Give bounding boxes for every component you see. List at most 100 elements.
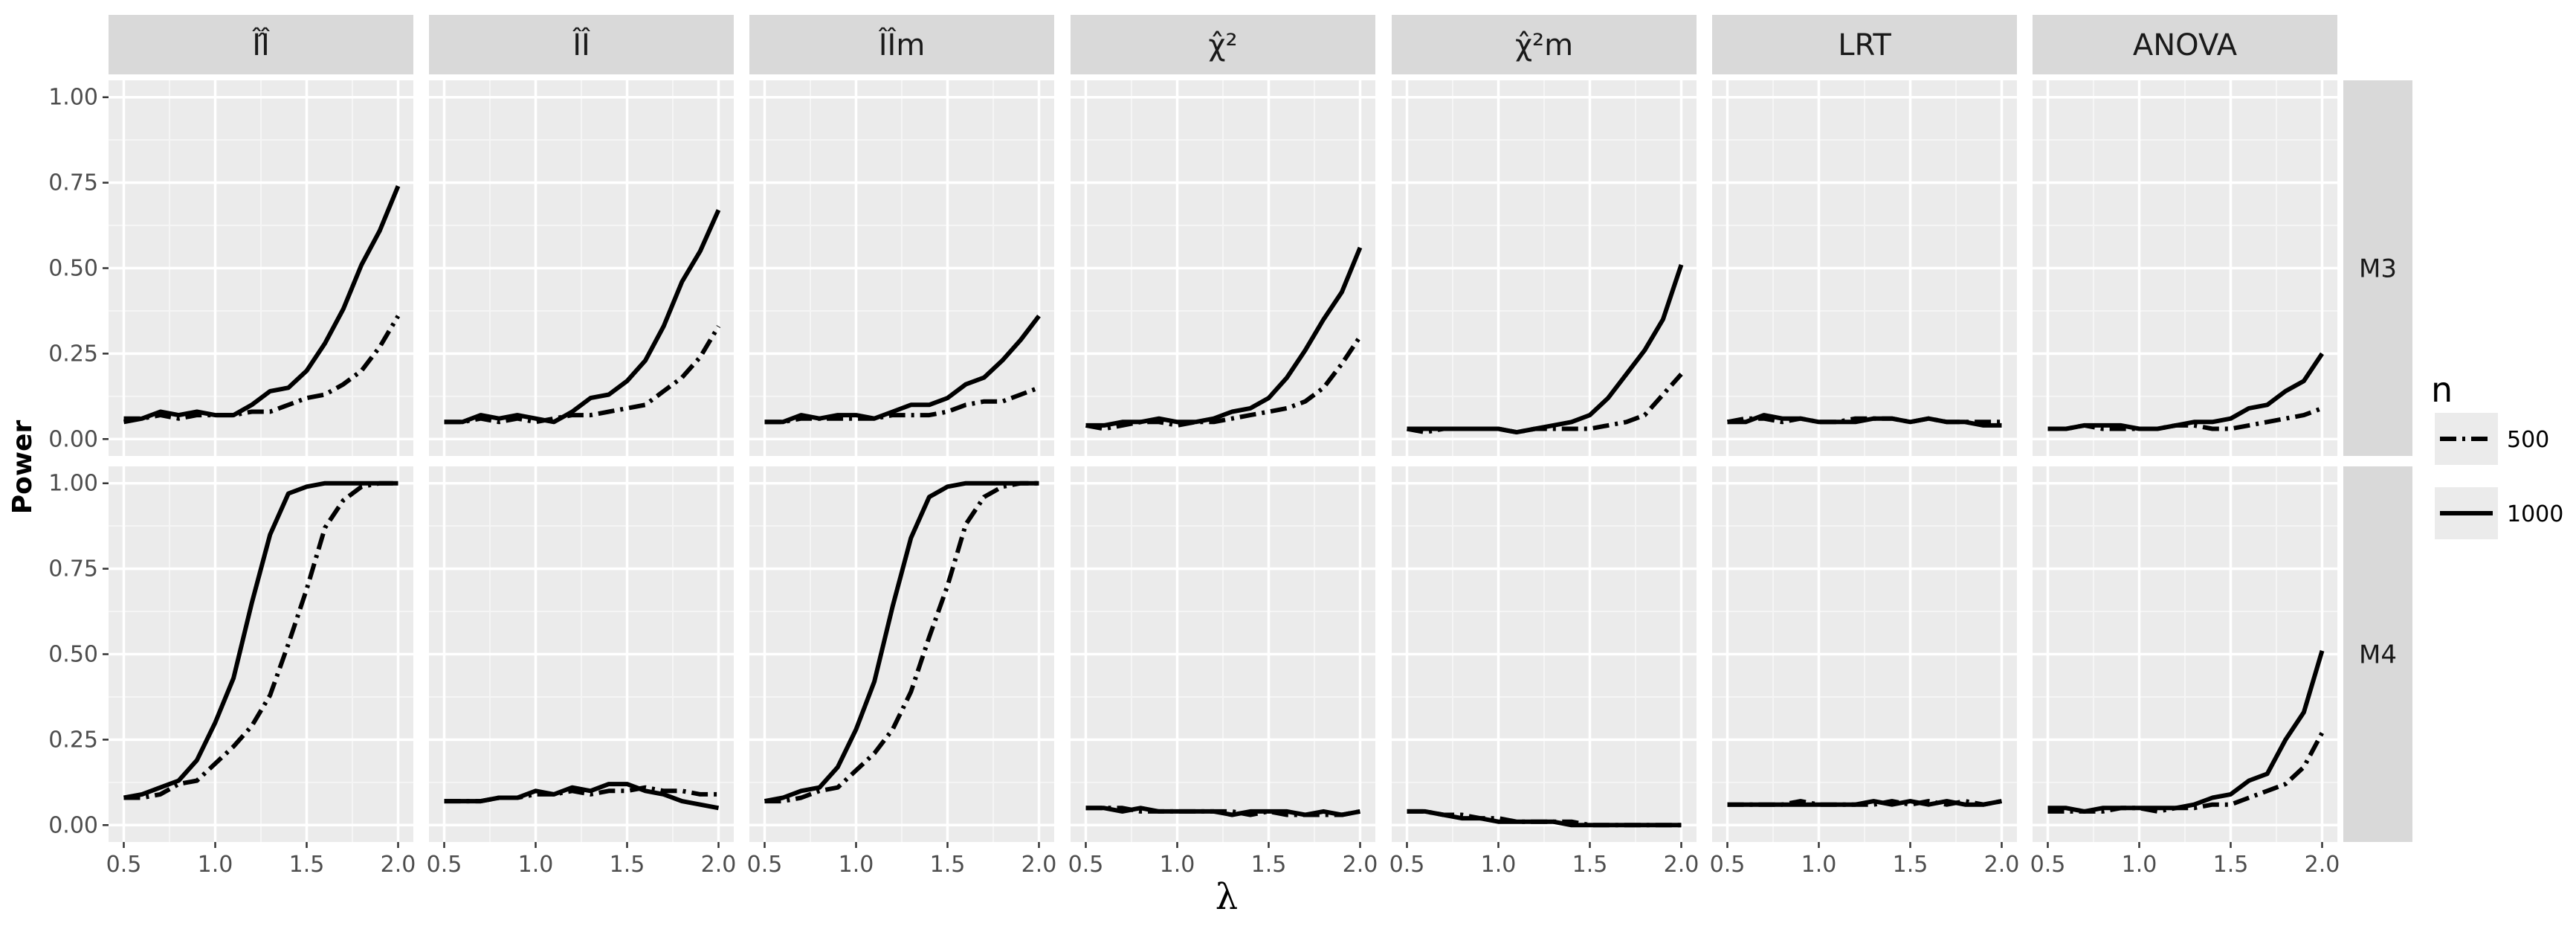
column-strip [1071,15,1375,74]
y-tick-label: 1.00 [48,85,98,111]
series-line-n1000 [1085,246,1363,428]
x-axes: 0.5 1.0 1.5 2.0 0.5 1.0 1.5 2.0 0.5 1.0 1.5 2.0 0.5 1… [106,842,2340,878]
series-line-n500 [123,481,398,800]
column-strip-label: ÎÎ̂ [251,27,270,62]
series-line-n1000 [1727,413,2002,428]
y-tick-label: 0.50 [48,256,98,282]
panel [2033,466,2337,842]
x-tick-label: 0.5 [2030,852,2066,878]
series-line-n1000 [764,481,1039,804]
column-strip-label: χ̂²m [1515,28,1573,62]
series-line-n1000 [1407,809,1682,828]
x-tick-label: 1.5 [610,852,645,878]
x-tick-label: 2.0 [1984,852,2020,878]
x-tick-label: 1.5 [289,852,325,878]
x-tick-label: 0.5 [1389,852,1425,878]
x-tick-label: 0.5 [427,852,462,878]
y-tick-label: 0.00 [48,426,98,452]
x-tick-label: 1.0 [198,852,233,878]
x-tick-label: 1.5 [2213,852,2249,878]
row-strip [2343,80,2412,456]
x-tick-label: 2.0 [381,852,416,878]
series-line-n1000 [1407,263,1684,435]
y-tick-label: 0.50 [48,642,98,668]
series-line-n1000 [444,782,720,811]
series-line-n1000 [764,314,1041,425]
series-line-n1000 [444,209,721,425]
y-tick-label: 0.00 [48,812,98,838]
column-strip-label: ANOVA [2133,28,2238,62]
legend-title: n [2431,370,2453,410]
y-tick-label: 0.75 [48,556,98,582]
panel [429,466,734,842]
column-strip-label: ÎÎm [878,27,926,62]
series-line-n500 [123,315,401,421]
x-tick-label: 1.0 [1801,852,1837,878]
x-axis-title: λ [1216,876,1238,918]
x-tick-label: 1.5 [930,852,966,878]
x-tick-label: 1.0 [1160,852,1195,878]
panel [109,80,413,456]
panels [109,80,2337,842]
series-line-n1000 [123,185,401,425]
x-tick-label: 2.0 [701,852,737,878]
series-line-n1000 [1085,806,1361,817]
panel [749,80,1054,456]
series-line-n1000 [2047,352,2324,431]
legend-label-500: 500 [2507,427,2549,453]
x-tick-label: 0.5 [747,852,783,878]
x-tick-label: 1.0 [2122,852,2157,878]
x-tick-label: 2.0 [1021,852,1057,878]
panel [1071,466,1375,842]
x-tick-label: 1.0 [518,852,554,878]
x-tick-label: 2.0 [1343,852,1378,878]
column-strip-label: χ̂² [1208,28,1237,62]
x-tick-label: 1.5 [1893,852,1928,878]
panel [1392,80,1697,456]
y-tick-label: 1.00 [48,471,98,497]
row-strip-label: M3 [2359,254,2397,284]
panel [1392,466,1697,842]
x-tick-label: 1.0 [1481,852,1517,878]
y-axis-title: Power [7,420,38,514]
row-strip-label: M4 [2359,640,2397,670]
x-tick-label: 1.0 [839,852,874,878]
panel [1712,466,2017,842]
panel [109,466,413,842]
y-axes: 0.00 0.25 0.50 0.75 1.00 0.00 0.25 0.50 0.75 1.00 [48,85,109,838]
column-strip [1392,15,1697,74]
column-strip-label: LRT [1838,28,1891,62]
series-line-n1000 [2047,650,2325,814]
column-strip [1712,15,2017,74]
series-line-n500 [764,481,1039,804]
y-tick-label: 0.25 [48,341,98,367]
x-tick-label: 1.5 [1572,852,1608,878]
x-tick-label: 1.5 [1251,852,1287,878]
series-line-n500 [444,325,721,425]
series-line-n1000 [123,481,398,800]
column-strips: ÎÎ̂ ÎÎ ÎÎm χ̂² χ̂²m LRT ANOVA [109,15,2337,74]
column-strip [749,15,1054,74]
x-tick-label: 0.5 [1068,852,1104,878]
legend: n 500 1000 [2431,370,2563,539]
row-strips: M3 M4 [2343,80,2412,842]
y-tick-label: 0.25 [48,727,98,753]
legend-label-1000: 1000 [2507,501,2563,527]
y-tick-label: 0.75 [48,170,98,196]
column-strip [109,15,413,74]
panel [1712,80,2017,456]
x-tick-label: 0.5 [1710,852,1746,878]
row-strip [2343,466,2412,842]
x-tick-label: 2.0 [2305,852,2340,878]
x-tick-label: 2.0 [1664,852,1699,878]
panel [1071,80,1375,456]
column-strip-label: ÎÎ [572,27,590,62]
x-tick-label: 0.5 [106,852,142,878]
column-strip [429,15,734,74]
column-strip [2033,15,2337,74]
panel [429,80,734,456]
series-line-n1000 [1727,799,2003,807]
panel [2033,80,2337,456]
panel [749,466,1054,842]
